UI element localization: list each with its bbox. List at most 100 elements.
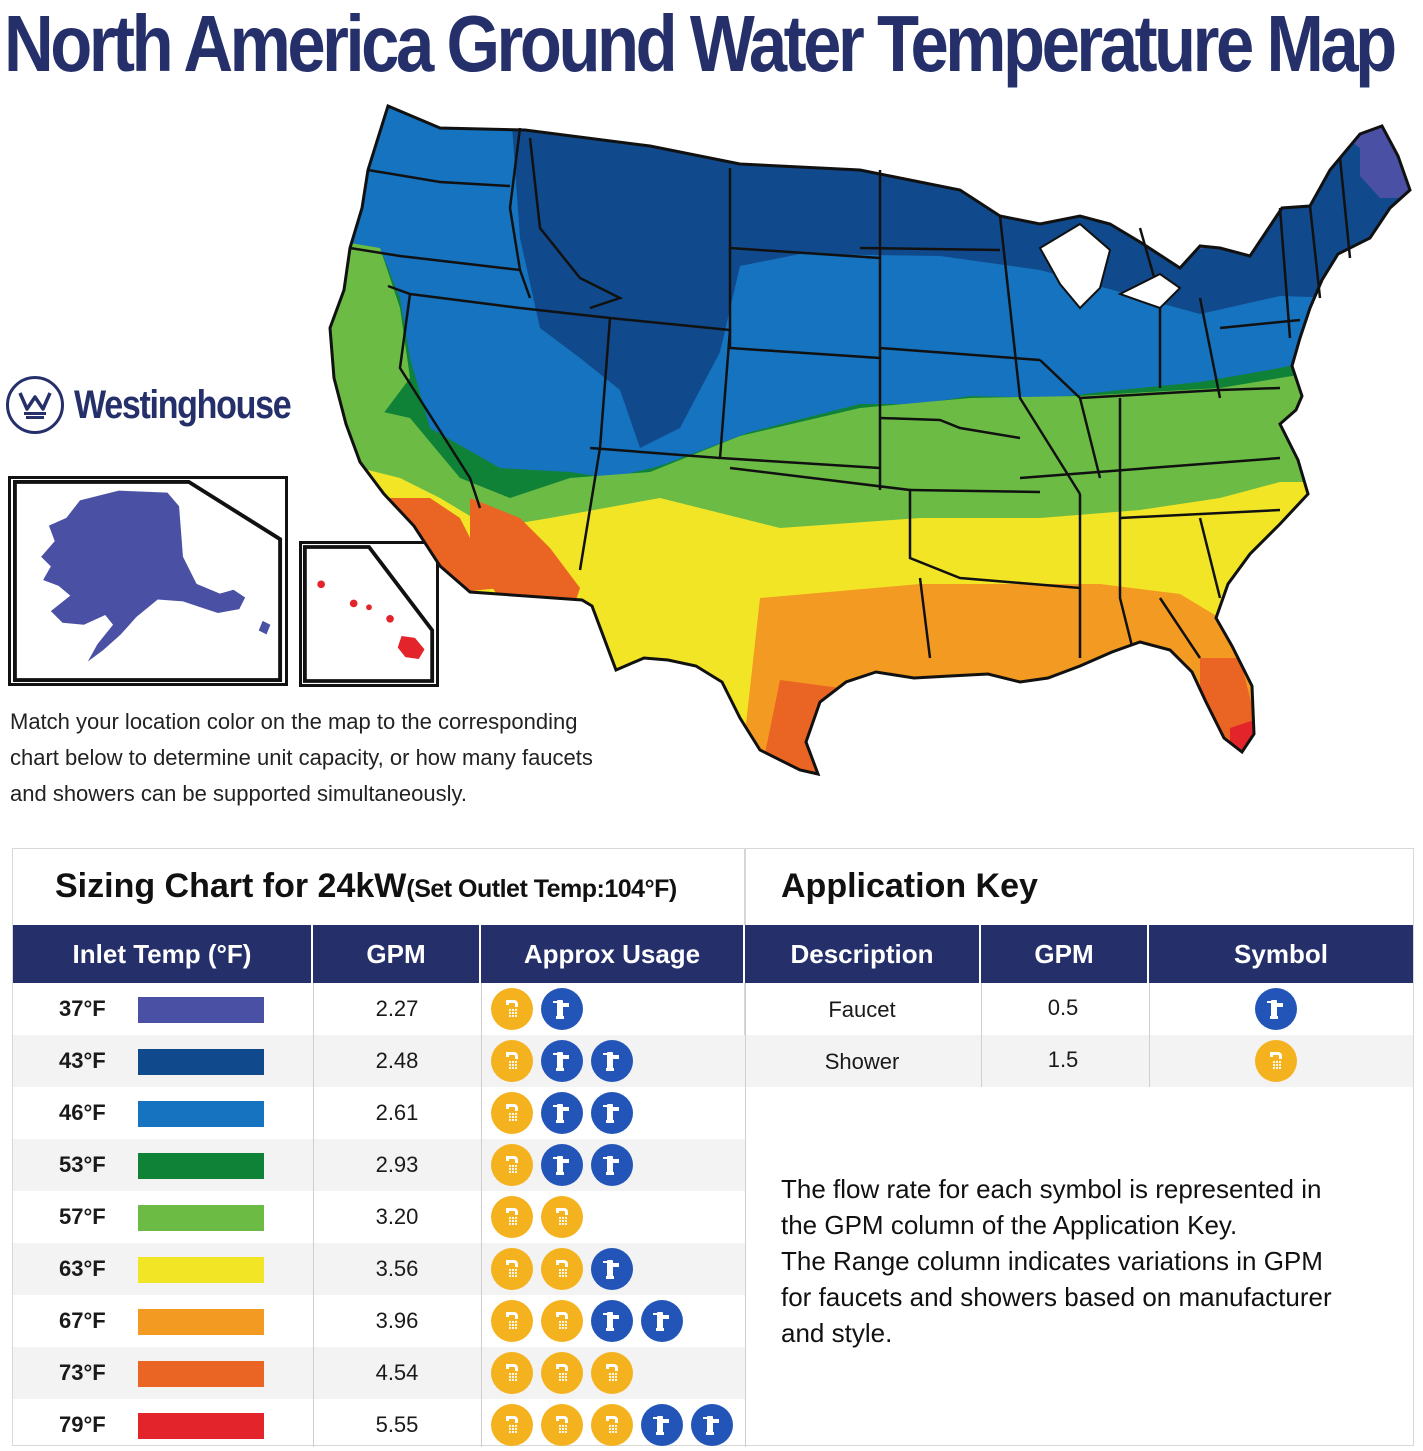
shower-icon [1255,1040,1297,1082]
inlet-temp: 67°F [59,1308,106,1333]
sizing-row: 46°F 2.61 [13,1087,745,1139]
faucet-icon [591,1248,633,1290]
color-swatch [138,1413,264,1439]
sizing-row: 73°F 4.54 [13,1347,745,1399]
inlet-temp: 43°F [59,1048,106,1073]
color-swatch [138,1153,264,1179]
key-symbol [1255,1040,1297,1082]
great-lakes-erie [1117,272,1182,310]
gpm-value: 5.55 [375,1412,419,1437]
sizing-row: 63°F 3.56 [13,1243,745,1295]
header-approx-usage: Approx Usage [481,925,745,983]
sizing-row: 53°F 2.93 [13,1139,745,1191]
column-separator [1149,983,1150,1087]
faucet-icon [591,1092,633,1134]
shower-icon [541,1196,583,1238]
color-swatch [138,1309,264,1335]
alaska-shape [41,490,246,662]
usage-icons [491,1248,633,1290]
shower-icon [491,1352,533,1394]
alaska-inset [8,476,288,686]
sizing-chart-title: Sizing Chart for 24kW(Set Outlet Temp:10… [55,867,677,905]
key-description: Shower [824,1049,900,1074]
shower-icon [541,1404,583,1446]
shower-icon [491,1040,533,1082]
inlet-temp: 73°F [59,1360,106,1385]
usage-icons [491,1300,683,1342]
usage-icons [491,1092,633,1134]
inlet-temp: 57°F [59,1204,106,1229]
shower-icon [491,1144,533,1186]
faucet-icon [541,1092,583,1134]
shower-icon [541,1248,583,1290]
sizing-row: 37°F 2.27 [13,983,745,1035]
key-symbol [1255,988,1297,1030]
intro-text: Match your location color on the map to … [10,709,593,806]
shower-icon [541,1300,583,1342]
shower-icon [491,1196,533,1238]
state-borders [349,127,1352,659]
color-swatch [138,1101,264,1127]
faucet-icon [641,1300,683,1342]
gpm-value: 3.96 [375,1308,419,1333]
temperature-zones [330,106,1410,774]
shower-icon [491,1248,533,1290]
us-groundwater-map [328,103,1412,777]
shower-icon [491,1300,533,1342]
inlet-temp: 63°F [59,1256,106,1281]
sizing-row: 57°F 3.20 [13,1191,745,1243]
inlet-temp: 53°F [59,1152,106,1177]
color-swatch [138,997,264,1023]
faucet-icon [1255,988,1297,1030]
header-key-gpm: GPM [981,925,1149,983]
key-gpm: 0.5 [1047,995,1079,1020]
header-inlet-temp: Inlet Temp (°F) [13,925,313,983]
column-separator [313,983,314,1447]
page-title: North America Ground Water Temperature M… [4,0,1397,88]
faucet-icon [691,1404,733,1446]
inlet-temp: 37°F [59,996,106,1021]
sizing-row: 43°F 2.48 [13,1035,745,1087]
key-row: Shower 1.5 [745,1035,1413,1087]
sizing-row: 79°F 5.55 [13,1399,745,1451]
gpm-value: 2.27 [375,996,419,1021]
shower-icon [491,988,533,1030]
inlet-temp: 46°F [59,1100,106,1125]
shower-icon [541,1352,583,1394]
westinghouse-emblem-icon [6,376,64,434]
color-swatch [138,1049,264,1075]
shower-icon [591,1352,633,1394]
color-swatch [138,1257,264,1283]
great-lakes-michigan [1038,222,1112,310]
color-swatch [138,1361,264,1387]
column-separator [481,983,482,1447]
gpm-value: 3.56 [375,1256,419,1281]
inlet-temp: 79°F [59,1412,106,1437]
gpm-value: 3.20 [375,1204,419,1229]
shower-icon [491,1092,533,1134]
usage-icons [491,1144,633,1186]
header-symbol: Symbol [1149,925,1413,983]
key-row: Faucet 0.5 [745,983,1413,1035]
gpm-value: 2.48 [375,1048,419,1073]
brand-name: Westinghouse [74,382,292,427]
faucet-icon [641,1404,683,1446]
shower-icon [491,1404,533,1446]
column-separator [981,983,982,1087]
faucet-icon [541,1040,583,1082]
header-gpm: GPM [313,925,481,983]
key-gpm: 1.5 [1047,1047,1079,1072]
westinghouse-logo: Westinghouse [6,376,329,434]
application-key-title: Application Key [781,867,1038,905]
application-key-note: The flow rate for each symbol is represe… [781,1174,1332,1348]
usage-icons [491,1040,633,1082]
column-separator [745,983,746,1447]
faucet-icon [541,988,583,1030]
color-swatch [138,1205,264,1231]
hawaii-inset [299,541,439,687]
shower-icon [591,1404,633,1446]
usage-icons [491,1196,583,1238]
faucet-icon [591,1144,633,1186]
header-description: Description [745,925,981,983]
key-description: Faucet [828,997,896,1022]
